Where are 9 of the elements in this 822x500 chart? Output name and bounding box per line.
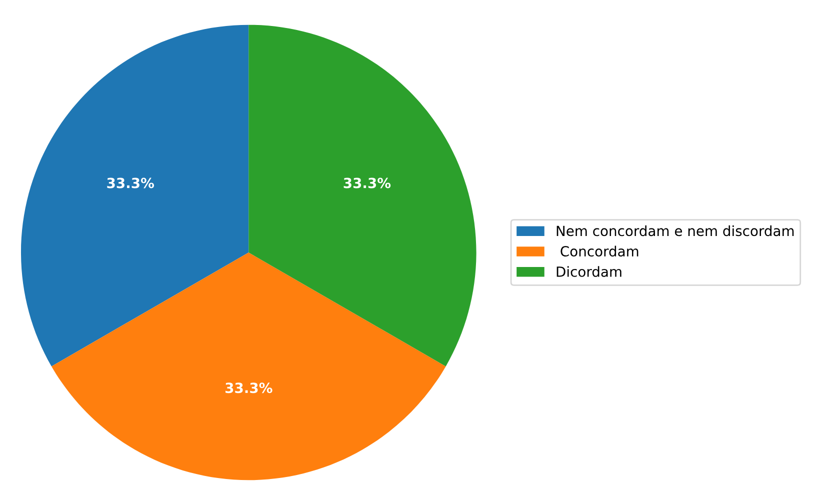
pie-slice — [20, 24, 249, 366]
data-label: 33.3% — [107, 178, 154, 188]
data-label: 33.3% — [344, 178, 391, 188]
legend-label: Concordam — [560, 246, 638, 257]
legend-label: Dicordam — [556, 266, 622, 277]
legend-label: Nem concordam e nem discordam — [556, 225, 794, 236]
pie-slice — [51, 252, 446, 480]
data-label: 33.3% — [225, 382, 272, 394]
pie-slice — [248, 24, 476, 366]
